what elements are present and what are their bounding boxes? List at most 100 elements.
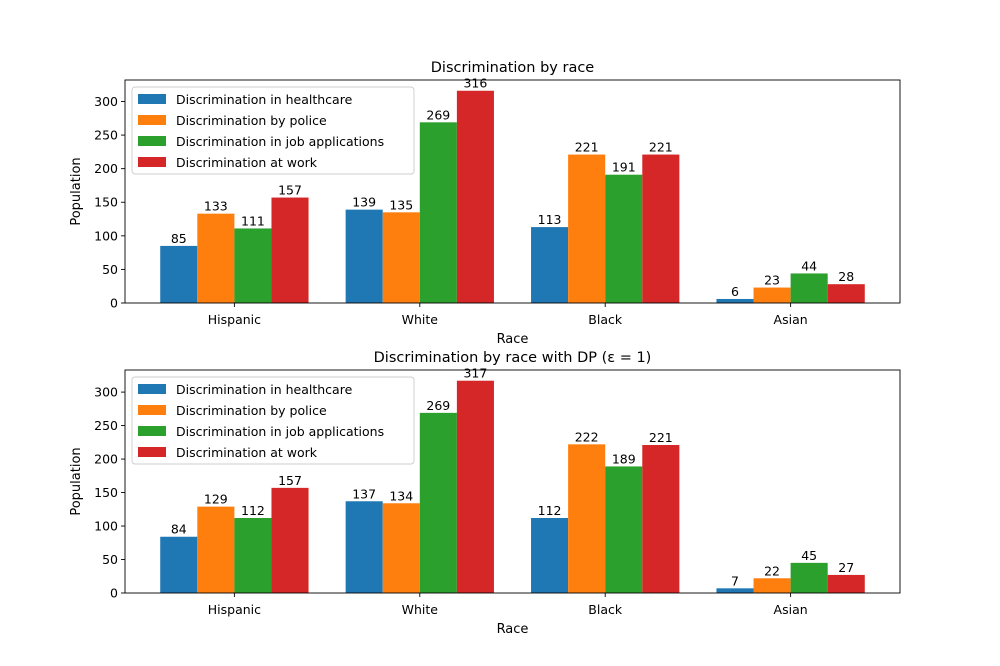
data-label: 221 <box>575 140 599 155</box>
chart-title: Discrimination by race with DP (ε = 1) <box>374 350 652 366</box>
bar <box>382 212 420 303</box>
data-label: 6 <box>731 284 739 299</box>
bar-series-3: 111 269 191 44 <box>234 107 828 304</box>
legend-swatch <box>138 384 166 394</box>
plot-frame <box>124 369 901 594</box>
data-label: 316 <box>463 76 487 91</box>
legend-swatch <box>138 157 166 167</box>
bar <box>160 245 198 303</box>
y-tick-label: 250 <box>94 418 118 433</box>
x-tick-label: Black <box>588 312 623 327</box>
bar <box>234 517 272 593</box>
data-label: 317 <box>463 366 487 381</box>
bar <box>197 506 235 593</box>
legend: Discrimination in healthcare Discriminati… <box>131 86 415 175</box>
data-label: 44 <box>801 258 817 273</box>
data-label: 191 <box>612 160 636 175</box>
data-label: 22 <box>764 563 780 578</box>
bar <box>790 562 828 593</box>
bar <box>827 574 865 593</box>
data-label: 23 <box>764 273 780 288</box>
data-label: 269 <box>426 398 450 413</box>
y-tick-label: 300 <box>94 94 118 109</box>
bar <box>605 466 643 593</box>
legend-swatch <box>138 426 166 436</box>
bar-series-4: 157 316 221 28 <box>271 76 865 304</box>
legend-entry: Discrimination in healthcare <box>176 382 353 397</box>
data-label: 7 <box>731 573 739 588</box>
bar <box>419 122 457 304</box>
bar <box>642 154 680 303</box>
y-tick-label: 100 <box>94 228 118 243</box>
data-label: 113 <box>538 212 562 227</box>
bar <box>605 174 643 303</box>
bar <box>716 298 754 303</box>
data-label: 222 <box>575 429 599 444</box>
legend-box <box>131 86 415 175</box>
data-label: 112 <box>241 503 265 518</box>
legend-entry: Discrimination in job applications <box>176 424 384 439</box>
bar <box>234 228 272 303</box>
legend-swatch <box>138 94 166 104</box>
bar-series-1: 85 139 113 6 <box>160 195 754 303</box>
y-tick-label: 300 <box>94 385 118 400</box>
y-tick-label: 200 <box>94 161 118 176</box>
legend-box <box>131 376 415 465</box>
data-label: 157 <box>278 183 302 198</box>
data-label: 111 <box>241 213 265 228</box>
y-axis-label: Population <box>69 447 84 515</box>
bar <box>716 588 754 593</box>
bar-series-1: 84 137 112 7 <box>160 486 754 593</box>
legend-swatch <box>138 447 166 457</box>
bar <box>197 213 235 303</box>
data-label: 85 <box>171 231 187 246</box>
data-label: 84 <box>171 522 187 537</box>
bar <box>345 209 383 303</box>
plot-frame <box>124 79 901 304</box>
y-tick-label: 0 <box>110 296 118 311</box>
y-tick-label: 250 <box>94 128 118 143</box>
bar <box>160 536 198 593</box>
y-tick-label: 100 <box>94 519 118 534</box>
data-label: 27 <box>838 560 854 575</box>
bar <box>271 487 309 593</box>
data-label: 269 <box>426 107 450 122</box>
data-label: 221 <box>649 140 673 155</box>
x-tick-label: Black <box>588 602 623 617</box>
bar <box>531 227 569 303</box>
bar-series-4: 157 317 221 27 <box>271 366 865 593</box>
bar <box>456 90 494 304</box>
bar <box>568 154 606 303</box>
bar <box>531 517 569 593</box>
bar <box>642 445 680 593</box>
chart-title: Discrimination by race <box>431 60 595 76</box>
y-tick-label: 150 <box>94 485 118 500</box>
legend-entry: Discrimination in job applications <box>176 134 384 149</box>
x-tick-label: White <box>402 602 439 617</box>
data-label: 135 <box>389 197 413 212</box>
chart-panel-1: 85 139 113 6 133 135 221 23 111 269 191 44 157 316 221… <box>69 60 901 347</box>
bar <box>419 412 457 593</box>
bar <box>753 287 791 303</box>
bar-series-2: 133 135 221 23 <box>197 140 791 303</box>
y-tick-label: 200 <box>94 452 118 467</box>
bar <box>271 197 309 303</box>
data-label: 221 <box>649 430 673 445</box>
legend-swatch <box>138 405 166 415</box>
x-tick-label: Hispanic <box>208 602 261 617</box>
bar <box>382 503 420 593</box>
data-label: 139 <box>352 195 376 210</box>
data-label: 133 <box>204 199 228 214</box>
data-label: 112 <box>538 503 562 518</box>
y-tick-label: 150 <box>94 195 118 210</box>
bar <box>345 501 383 593</box>
data-label: 189 <box>612 451 636 466</box>
bar <box>568 444 606 593</box>
legend-swatch <box>138 136 166 146</box>
data-label: 134 <box>389 488 413 503</box>
data-label: 157 <box>278 473 302 488</box>
x-tick-label: Asian <box>774 602 808 617</box>
data-label: 28 <box>838 269 854 284</box>
